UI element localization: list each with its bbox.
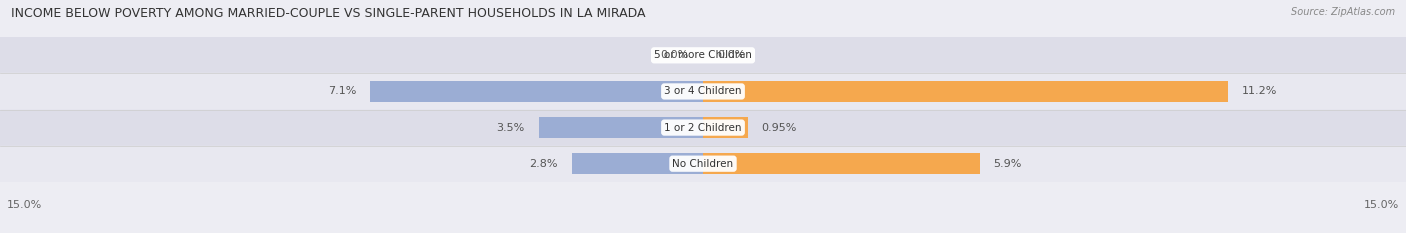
Text: 5.9%: 5.9% — [994, 159, 1022, 169]
Text: 1 or 2 Children: 1 or 2 Children — [664, 123, 742, 133]
Bar — [0, 110, 1406, 146]
Text: 3.5%: 3.5% — [496, 123, 524, 133]
Text: 0.95%: 0.95% — [762, 123, 797, 133]
Bar — [703, 117, 748, 138]
Text: 15.0%: 15.0% — [7, 200, 42, 210]
Text: 3 or 4 Children: 3 or 4 Children — [664, 86, 742, 96]
Text: 5 or more Children: 5 or more Children — [654, 50, 752, 60]
Bar — [538, 117, 703, 138]
Bar — [0, 37, 1406, 73]
Bar — [572, 153, 703, 174]
Text: 11.2%: 11.2% — [1241, 86, 1277, 96]
Bar — [0, 146, 1406, 182]
Text: 2.8%: 2.8% — [529, 159, 558, 169]
Bar — [703, 153, 980, 174]
Bar — [703, 81, 1227, 102]
Text: 0.0%: 0.0% — [717, 50, 745, 60]
Bar — [370, 81, 703, 102]
Bar — [0, 73, 1406, 110]
Text: Source: ZipAtlas.com: Source: ZipAtlas.com — [1291, 7, 1395, 17]
Text: INCOME BELOW POVERTY AMONG MARRIED-COUPLE VS SINGLE-PARENT HOUSEHOLDS IN LA MIRA: INCOME BELOW POVERTY AMONG MARRIED-COUPL… — [11, 7, 645, 20]
Text: 7.1%: 7.1% — [328, 86, 356, 96]
Text: 0.0%: 0.0% — [661, 50, 689, 60]
Text: 15.0%: 15.0% — [1364, 200, 1399, 210]
Text: No Children: No Children — [672, 159, 734, 169]
